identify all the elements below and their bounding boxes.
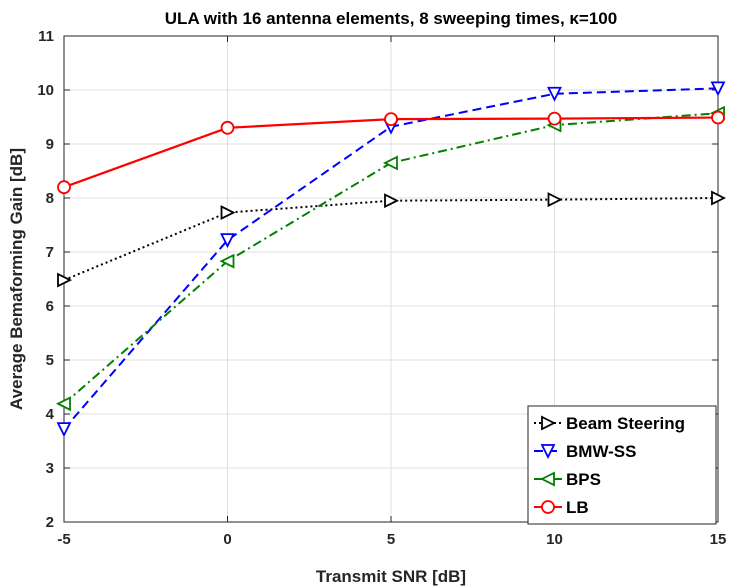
y-tick-label: 9 — [46, 136, 54, 153]
data-point-bmw-ss — [547, 86, 562, 102]
legend-box — [527, 405, 717, 525]
data-point-beam-steering — [547, 192, 563, 208]
legend-marker — [541, 500, 555, 514]
data-point-lb — [57, 180, 71, 195]
legend-item-bmw-ss: BMW-SS — [534, 442, 636, 461]
legend-label: Beam Steering — [566, 414, 685, 433]
x-tick-label: 15 — [710, 531, 727, 548]
data-point-lb — [384, 112, 398, 127]
data-point-bps — [55, 396, 71, 412]
legend: Beam Steering BMW-SS BPS LB — [527, 405, 717, 525]
y-tick-label: 5 — [46, 352, 54, 369]
data-point-lb — [547, 111, 562, 126]
data-point-bps — [382, 155, 398, 171]
chart-title: ULA with 16 antenna elements, 8 sweeping… — [165, 9, 617, 28]
x-tick-label: 5 — [387, 531, 395, 548]
legend-item-lb: LB — [534, 498, 589, 517]
legend-label: BMW-SS — [566, 442, 636, 461]
legend-marker — [541, 415, 557, 431]
data-point-lb — [220, 120, 235, 135]
y-tick-label: 4 — [46, 406, 55, 423]
data-point-beam-steering — [711, 190, 727, 206]
legend-label: BPS — [566, 470, 601, 489]
y-tick-label: 7 — [46, 244, 54, 261]
data-point-beam-steering — [384, 193, 400, 209]
series-lb — [57, 110, 725, 195]
series-layer — [55, 81, 727, 438]
legend-item-beam-steering: Beam Steering — [534, 414, 685, 433]
x-tick-label: -5 — [57, 531, 70, 548]
legend-marker — [540, 444, 556, 460]
data-point-bmw-ss — [56, 422, 72, 438]
y-tick-label: 6 — [46, 298, 54, 315]
data-point-beam-steering — [57, 272, 73, 288]
y-tick-label: 2 — [46, 514, 54, 531]
data-point-bps — [219, 253, 235, 269]
legend-item-bps: BPS — [534, 470, 601, 489]
series-beam-steering — [57, 190, 727, 288]
y-tick-label: 3 — [46, 460, 54, 477]
legend-marker — [539, 471, 555, 487]
x-axis-title: Transmit SNR [dB] — [316, 567, 466, 586]
data-point-bmw-ss — [710, 81, 726, 97]
legend-label: LB — [566, 498, 589, 517]
data-point-beam-steering — [220, 205, 236, 221]
data-point-bmw-ss — [220, 233, 235, 249]
x-tick-label: 10 — [546, 531, 563, 548]
y-tick-label: 11 — [38, 28, 54, 45]
x-tick-label: 0 — [223, 531, 231, 548]
axis-ticks: -5 0 5 10 15 2 3 4 5 6 7 8 9 10 11 — [37, 28, 726, 548]
y-tick-label: 10 — [37, 82, 54, 99]
y-tick-label: 8 — [46, 190, 54, 207]
data-point-lb — [711, 110, 725, 125]
y-axis-title: Average Bemaforming Gain [dB] — [7, 148, 26, 410]
